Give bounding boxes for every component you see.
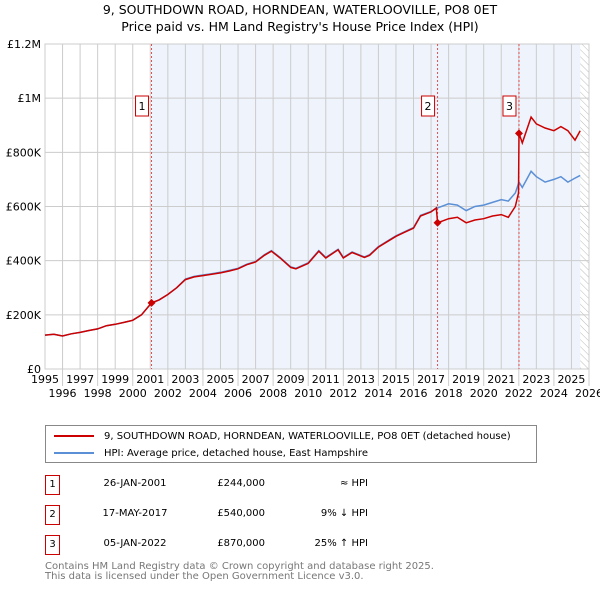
legend-property-label: 9, SOUTHDOWN ROAD, HORNDEAN, WATERLOOVIL… xyxy=(104,430,511,442)
x-tick-label: 2022 xyxy=(505,387,533,400)
x-tick-label: 2026 xyxy=(575,387,600,400)
sale-marker-label: 3 xyxy=(506,100,513,113)
sale-date: 17-MAY-2017 xyxy=(102,508,168,519)
sale-hpi-compare: ≈ HPI xyxy=(339,478,368,489)
x-tick-label: 2023 xyxy=(522,373,550,386)
sale-marker-label: 2 xyxy=(425,100,432,113)
x-tick-label: 2020 xyxy=(470,387,498,400)
x-tick-label: 2024 xyxy=(540,387,568,400)
sale-date: 26-JAN-2001 xyxy=(103,478,167,489)
y-tick-label: £600K xyxy=(6,201,42,214)
x-tick-label: 1997 xyxy=(66,373,94,386)
x-tick-label: 2021 xyxy=(487,373,515,386)
x-tick-label: 1998 xyxy=(84,387,112,400)
sale-marker: 2 xyxy=(45,505,60,525)
x-tick-label: 1995 xyxy=(31,373,59,386)
x-tick-label: 1999 xyxy=(101,373,129,386)
sale-price: £870,000 xyxy=(217,538,265,549)
series-line xyxy=(44,115,581,337)
sale-row: 1 26-JAN-2001 £244,000 ≈ HPI xyxy=(45,475,445,495)
x-tick-label: 2008 xyxy=(259,387,287,400)
chart-title: 9, SOUTHDOWN ROAD, HORNDEAN, WATERLOOVIL… xyxy=(102,2,498,17)
x-tick-label: 2010 xyxy=(294,387,322,400)
plot-border xyxy=(44,43,590,370)
footer-licence: This data is licensed under the Open Gov… xyxy=(45,571,364,582)
sale-price: £540,000 xyxy=(217,508,265,519)
y-tick-label: £400K xyxy=(6,255,42,268)
x-tick-label: 2012 xyxy=(329,387,357,400)
y-tick-label: £0 xyxy=(27,363,41,376)
x-tick-label: 2015 xyxy=(382,373,410,386)
sale-marker: 3 xyxy=(45,535,60,555)
y-tick-label: £1.2M xyxy=(7,38,41,51)
x-tick-label: 2025 xyxy=(557,373,585,386)
x-tick-label: 2011 xyxy=(312,373,340,386)
sale-point xyxy=(147,298,156,307)
x-tick-label: 1996 xyxy=(49,387,77,400)
x-tick-label: 2018 xyxy=(435,387,463,400)
x-tick-label: 2006 xyxy=(224,387,252,400)
sale-hpi-compare: 9% ↓ HPI xyxy=(320,508,368,519)
sale-point xyxy=(433,218,442,227)
x-tick-label: 2017 xyxy=(417,373,445,386)
legend-blue-line xyxy=(54,452,94,454)
y-tick-label: £200K xyxy=(6,309,42,322)
legend-hpi-label: HPI: Average price, detached house, East… xyxy=(104,447,368,459)
x-tick-label: 2013 xyxy=(347,373,375,386)
x-tick-label: 2009 xyxy=(277,373,305,386)
sale-marker-box xyxy=(421,95,436,117)
sale-hpi-compare: 25% ↑ HPI xyxy=(314,538,368,549)
sale-marker-box xyxy=(135,95,150,117)
x-tick-label: 2019 xyxy=(452,373,480,386)
sale-date: 05-JAN-2022 xyxy=(103,538,167,549)
x-tick-label: 2002 xyxy=(154,387,182,400)
sale-row: 2 17-MAY-2017 £540,000 9% ↓ HPI xyxy=(45,505,445,525)
x-tick-label: 2007 xyxy=(242,373,270,386)
x-tick-label: 2014 xyxy=(364,387,392,400)
legend: 9, SOUTHDOWN ROAD, HORNDEAN, WATERLOOVIL… xyxy=(45,425,537,463)
y-tick-label: £1M xyxy=(18,92,42,105)
x-tick-label: 2016 xyxy=(400,387,428,400)
legend-red-line xyxy=(54,435,94,437)
x-tick-label: 2004 xyxy=(189,387,217,400)
footer: Contains HM Land Registry data © Crown c… xyxy=(45,562,434,582)
x-tick-label: 2003 xyxy=(171,373,199,386)
price-chart: 1995199619971998199920002001200220032004… xyxy=(6,38,600,400)
chart-subtitle: Price paid vs. HM Land Registry's House … xyxy=(121,19,479,34)
x-tick-label: 2001 xyxy=(136,373,164,386)
sale-row: 3 05-JAN-2022 £870,000 25% ↑ HPI xyxy=(45,535,445,555)
footer-copyright: Contains HM Land Registry data © Crown c… xyxy=(45,561,434,572)
x-tick-label: 2005 xyxy=(206,373,234,386)
sale-marker-label: 1 xyxy=(139,100,146,113)
y-tick-label: £800K xyxy=(6,146,42,159)
sale-marker: 1 xyxy=(45,475,60,495)
sale-marker-box xyxy=(502,95,517,117)
sale-point xyxy=(514,129,523,138)
sale-price: £244,000 xyxy=(217,478,265,489)
x-tick-label: 2000 xyxy=(119,387,147,400)
